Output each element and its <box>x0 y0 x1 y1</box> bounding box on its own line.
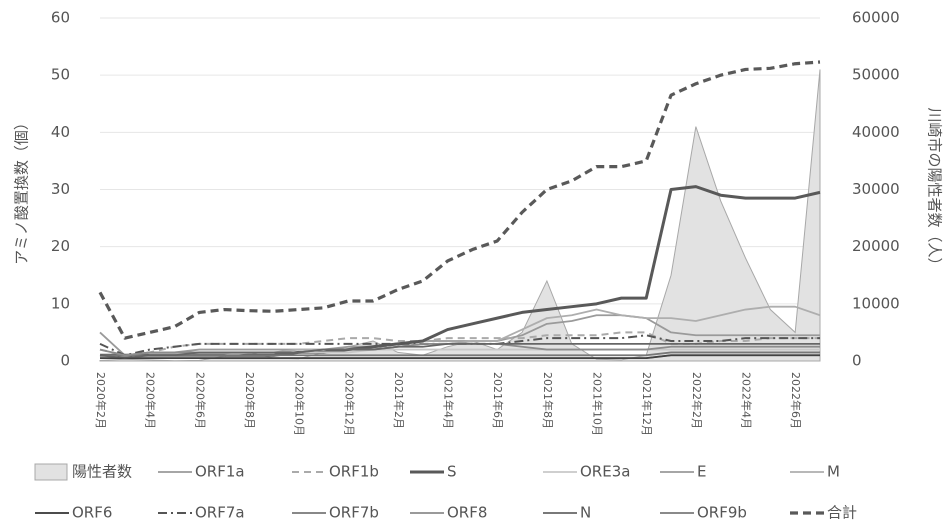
legend-label: 合計 <box>827 504 857 522</box>
y-tick-label: 40 <box>51 123 70 141</box>
x-tick-label: 2022年4月 <box>740 372 754 429</box>
legend-label: ORF6 <box>72 504 112 522</box>
y-tick-label: 10 <box>51 294 70 312</box>
x-tick-label: 2020年12月 <box>342 372 356 436</box>
legend-label: ORF1a <box>195 463 245 481</box>
x-tick-label: 2021年2月 <box>392 372 406 429</box>
y2-tick-label: 20000 <box>852 237 900 255</box>
y2-tick-label: 60000 <box>852 9 900 27</box>
legend-swatch <box>34 463 68 481</box>
y2-tick-label: 50000 <box>852 66 900 84</box>
y-tick-label: 0 <box>60 352 70 370</box>
legend-label: 陽性者数 <box>72 463 132 481</box>
y2-tick-label: 40000 <box>852 123 900 141</box>
line <box>99 314 820 357</box>
legend-label: ORF9b <box>697 504 747 522</box>
legend-label: E <box>697 463 706 481</box>
y-axis-title: アミノ酸置換数（個） <box>13 115 31 265</box>
x-tick-label: 2020年8月 <box>243 372 257 429</box>
y2-axis-title: 川崎市の陽性者数（人） <box>926 107 944 272</box>
legend-label: ORE3a <box>580 463 630 481</box>
x-tick-label: 2020年10月 <box>293 372 307 436</box>
line <box>100 351 820 357</box>
y-tick-label: 20 <box>51 237 70 255</box>
legend-label: M <box>827 463 840 481</box>
legend-label: ORF7a <box>195 504 245 522</box>
y2-tick-label: 0 <box>852 352 862 370</box>
legend-label: ORF1b <box>329 463 379 481</box>
line <box>99 342 820 360</box>
line <box>100 354 820 359</box>
legend-label: ORF7b <box>329 504 379 522</box>
y-tick-label: 30 <box>51 180 70 198</box>
y2-tick-label: 10000 <box>852 294 900 312</box>
x-tick-label: 2020年2月 <box>94 372 108 429</box>
legend-label: S <box>447 463 457 481</box>
x-tick-label: 2021年8月 <box>541 372 555 429</box>
x-tick-label: 2022年2月 <box>690 372 704 429</box>
y-tick-label: 50 <box>51 66 70 84</box>
x-tick-label: 2021年6月 <box>491 372 505 429</box>
x-tick-label: 2020年6月 <box>193 372 207 429</box>
x-tick-label: 2021年12月 <box>640 372 654 436</box>
legend-label: N <box>580 504 591 522</box>
y-tick-label: 60 <box>51 9 70 27</box>
x-tick-label: 2020年4月 <box>144 372 158 429</box>
x-tick-label: 2021年10月 <box>591 372 605 436</box>
x-tick-label: 2021年4月 <box>442 372 456 429</box>
line <box>98 60 821 340</box>
x-tick-label: 2022年6月 <box>789 372 803 429</box>
legend-label: ORF8 <box>447 504 487 522</box>
y2-tick-label: 30000 <box>852 180 900 198</box>
